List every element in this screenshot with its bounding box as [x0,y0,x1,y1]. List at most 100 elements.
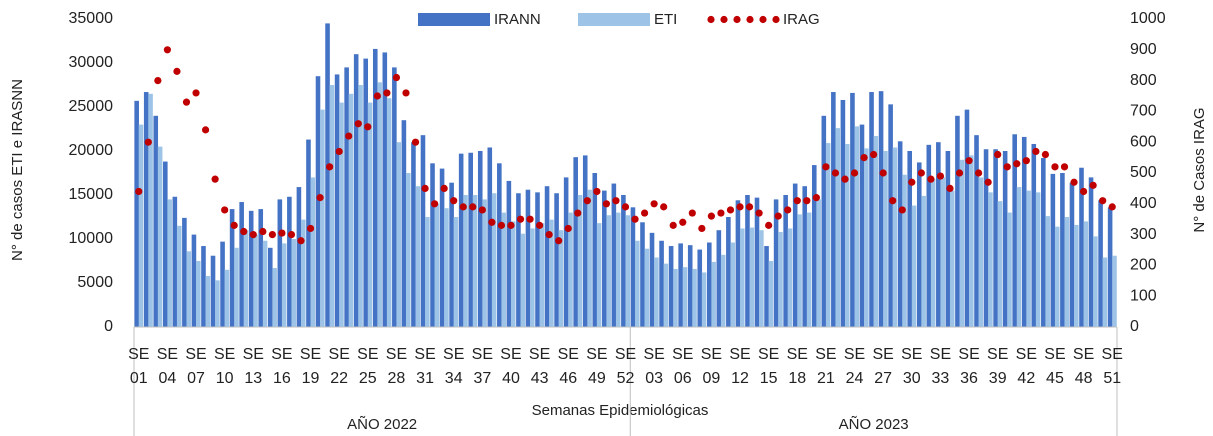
bar [1012,134,1017,327]
bar [444,208,449,327]
irag-dot [431,200,439,208]
bar [315,76,321,327]
bar [497,163,502,327]
bar [577,195,583,327]
irag-dot [831,169,840,177]
bar [940,177,945,327]
irag-dot [688,209,696,217]
bar [510,221,516,327]
bar [859,124,865,327]
x-tick-label: SE 31 [414,346,436,387]
bar [291,239,297,327]
bar [1031,143,1037,327]
bar [348,93,354,327]
legend-swatch [772,15,780,24]
irag-dot [593,187,601,196]
bar [195,261,201,327]
x-tick-label: SE 06 [672,346,694,387]
bar [878,91,884,327]
bar [869,92,874,327]
legend-label: ETI [654,11,677,28]
x-tick-label: SE 45 [1044,346,1066,387]
legend-swatch [578,13,650,26]
bar [472,195,478,327]
x-tick-label: SE 42 [1015,346,1037,387]
irag-dot [526,215,534,223]
bar [277,199,283,327]
bar [430,163,435,327]
irag-dot [726,206,735,214]
bar [892,147,898,327]
irag-dot [745,203,754,211]
irag-dot [793,197,801,205]
irag-dot [612,197,620,205]
irag-dot [841,175,849,183]
bar [310,177,316,327]
bar [582,155,588,327]
bar [792,183,798,327]
bar [745,195,750,327]
irag-dot [898,206,906,214]
bar [201,246,206,327]
bar [997,201,1003,327]
bar [883,151,888,327]
bar [1107,207,1113,327]
irag-dot [784,206,792,214]
bar [754,197,760,327]
bar [692,268,697,327]
irag-dot [965,157,973,165]
bar [711,261,716,327]
y2-tick-label: 800 [1130,72,1157,89]
x-tick-label: SE 24 [843,346,866,387]
x-tick-label: SE 46 [557,346,579,387]
bar [663,263,669,327]
x-tick-label: SE 36 [958,346,980,387]
bar [611,183,617,327]
irag-dot [803,197,811,205]
irag-dot [1108,203,1116,211]
bar [644,248,650,327]
irag-dot [765,221,773,229]
y-tick-label: 30000 [69,54,114,71]
bar [172,196,178,327]
irag-dot [669,221,677,229]
bar [687,245,693,327]
irag-dot [736,203,744,211]
bar [764,246,769,327]
irag-dot [354,120,362,128]
irag-dot [383,89,391,97]
irag-dot [163,46,172,54]
irag-dot [812,194,820,202]
irag-dot [583,197,591,205]
bar [993,149,998,327]
y2-tick-label: 500 [1130,164,1157,181]
bar [773,199,779,327]
y2-tick-label: 200 [1130,257,1157,274]
irag-dot [392,73,401,82]
bar [825,143,831,327]
bar [405,173,411,327]
irag-dot [421,184,429,192]
bar [955,115,960,327]
irag-dot [373,92,381,100]
legend-swatch [759,15,767,24]
bar [224,269,230,327]
y2-tick-label: 700 [1130,103,1157,120]
irag-dot [889,197,897,205]
irag-dot [259,227,267,236]
bar [697,249,703,327]
x-tick-label: SE 49 [586,346,608,387]
bar [835,128,841,327]
bar [783,195,788,327]
irag-dot [211,175,219,183]
irag-dot [221,206,229,214]
bar [267,247,273,327]
bar [386,98,392,327]
bar [682,267,688,327]
irag-dot [192,89,200,97]
bar [1045,216,1050,327]
irag-dot [698,224,706,233]
x-tick-label: SE 37 [471,346,494,387]
